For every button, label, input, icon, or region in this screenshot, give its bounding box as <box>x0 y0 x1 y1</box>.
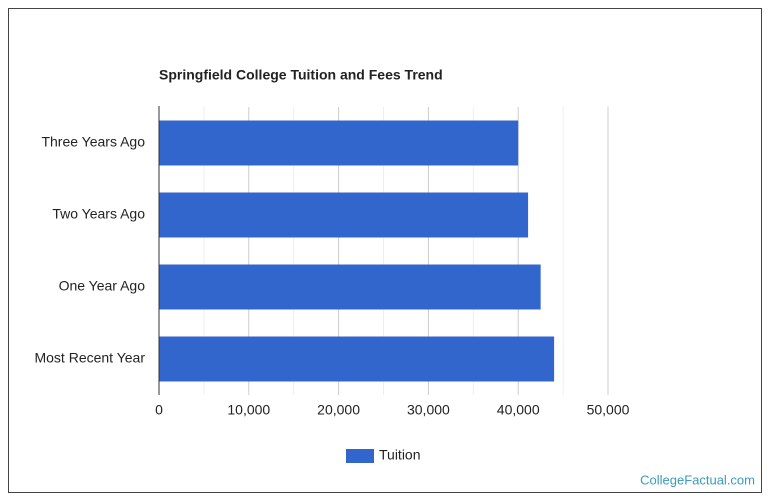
chart-title: Springfield College Tuition and Fees Tre… <box>159 67 443 83</box>
x-tick-label: 50,000 <box>587 402 630 418</box>
legend-swatch <box>346 449 374 463</box>
bar <box>159 336 555 382</box>
x-tick-label: 30,000 <box>407 402 450 418</box>
y-tick-label: Three Years Ago <box>41 134 145 150</box>
legend-label: Tuition <box>379 447 421 463</box>
y-tick-label: Two Years Ago <box>52 206 145 222</box>
y-tick-label: One Year Ago <box>59 278 146 294</box>
x-tick-label: 20,000 <box>317 402 360 418</box>
y-tick-label: Most Recent Year <box>34 350 145 366</box>
x-tick-label: 0 <box>155 402 163 418</box>
x-tick-label: 40,000 <box>497 402 540 418</box>
x-tick-label: 10,000 <box>227 402 270 418</box>
bar <box>159 192 529 238</box>
bar <box>159 120 519 166</box>
watermark[interactable]: CollegeFactual.com <box>640 472 755 487</box>
bar <box>159 264 541 310</box>
frame <box>8 8 762 493</box>
